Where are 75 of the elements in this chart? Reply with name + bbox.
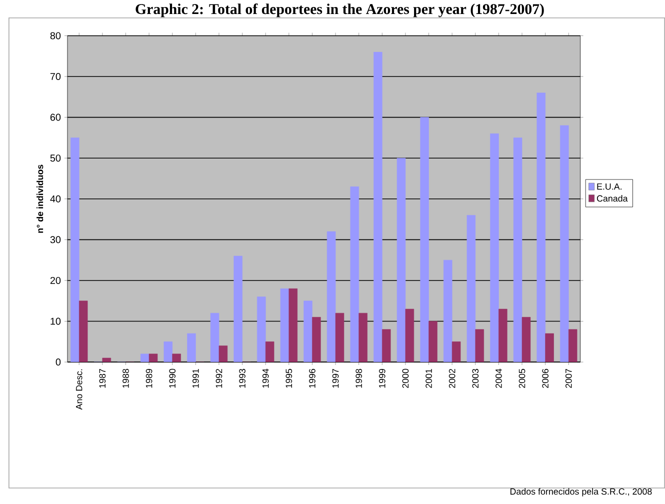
bar (304, 300, 312, 362)
x-tick-label: 2000 (402, 368, 409, 388)
bar (396, 158, 406, 362)
x-tick-label: 1989 (146, 369, 152, 388)
x-tick-label: 2007 (565, 369, 572, 388)
y-tick-label: 60 (50, 114, 61, 121)
chart-title: Graphic 2: Total of deportees in the Azores per year (1987-2007) (136, 4, 544, 18)
x-tick-label: 1997 (332, 369, 339, 388)
x-tick-label: 2006 (542, 368, 548, 388)
x-tick-label: 1996 (309, 368, 316, 388)
bar (335, 312, 344, 362)
x-tick-label: 1995 (286, 368, 292, 388)
bar (545, 333, 554, 362)
bar (140, 354, 150, 362)
bar (466, 215, 476, 362)
bar (405, 308, 414, 362)
y-axis-title: n° de individuos (36, 164, 44, 233)
bar (568, 329, 578, 362)
x-tick-label: 1992 (216, 369, 222, 388)
y-tick-label: 80 (50, 32, 61, 40)
bar (312, 317, 321, 362)
y-tick-label: 40 (50, 195, 61, 202)
y-tick-label: 70 (50, 73, 61, 80)
y-tick-label: 0 (56, 358, 61, 366)
bar (148, 354, 158, 362)
bar (560, 125, 569, 362)
x-tick-label: 1991 (192, 369, 199, 388)
bar (513, 138, 522, 362)
bar (257, 296, 266, 362)
x-tick-label: 1988 (122, 368, 129, 388)
bar (210, 312, 220, 362)
bar (490, 134, 499, 362)
bar (374, 52, 382, 362)
legend-label: E.U.A. (597, 184, 622, 190)
y-tick-label: 10 (50, 318, 61, 325)
bar (420, 117, 429, 362)
x-tick-label: 1998 (356, 368, 362, 388)
bar (187, 333, 196, 362)
text: Dados fornecidos pela S.R.C., 2008 (510, 488, 652, 496)
bar (428, 321, 438, 362)
bar (288, 288, 298, 362)
x-tick-label: 2003 (472, 368, 479, 388)
bar (280, 288, 290, 362)
bar (234, 256, 242, 362)
x-tick-label: 1993 (239, 368, 246, 388)
bar (265, 342, 274, 362)
x-tick-label: 2002 (448, 369, 456, 388)
bar (443, 260, 452, 362)
bar (78, 300, 88, 362)
bar (452, 342, 461, 362)
bar (358, 312, 368, 362)
y-tick-label: 20 (50, 277, 61, 284)
bar (102, 358, 112, 362)
bar (172, 354, 181, 362)
bar (70, 138, 80, 362)
bar (326, 231, 336, 362)
x-tick-label: 1987 (99, 369, 106, 388)
bar (382, 329, 391, 362)
bar (350, 186, 359, 362)
x-tick-label: 2005 (518, 368, 526, 388)
x-tick-label: 2001 (426, 369, 432, 388)
x-tick-label: 2004 (496, 368, 502, 388)
y-tick-label: 50 (50, 154, 61, 162)
bar (498, 308, 508, 362)
x-tick-label: 1999 (378, 369, 386, 388)
bar (522, 317, 531, 362)
x-tick-label: 1990 (169, 368, 176, 388)
bar (164, 342, 173, 362)
x-tick-label: Ano Desc. (76, 369, 82, 410)
x-tick-label: 1994 (262, 368, 269, 388)
legend-label: Canada (596, 195, 628, 202)
bar (475, 329, 484, 362)
bar (218, 346, 228, 362)
bar (536, 92, 546, 362)
y-tick-label: 30 (50, 236, 61, 244)
